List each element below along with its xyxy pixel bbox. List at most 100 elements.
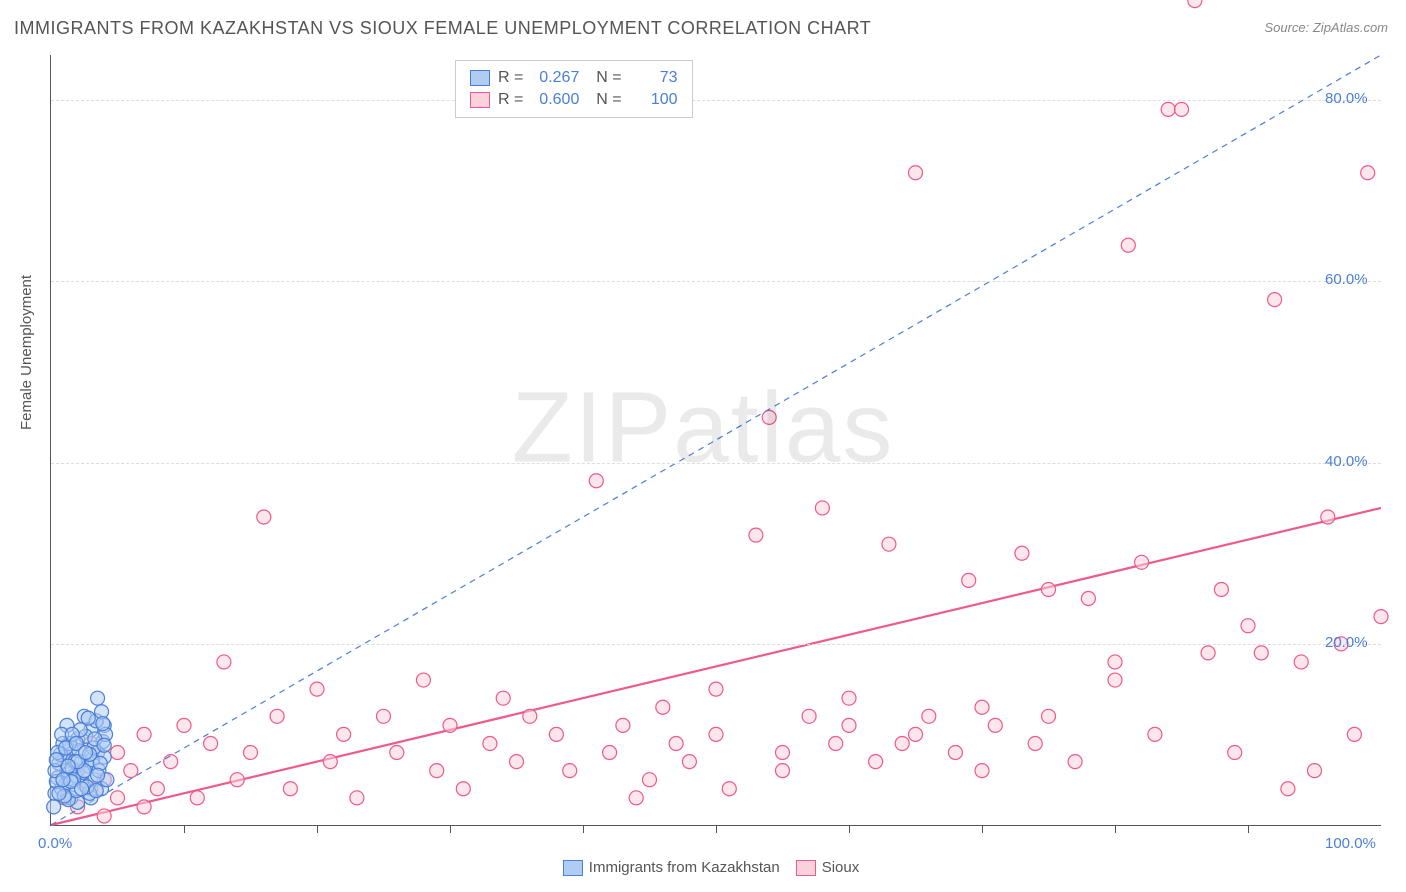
chart-svg: [51, 55, 1381, 825]
data-point: [204, 736, 218, 750]
data-point: [61, 759, 75, 773]
data-point: [682, 755, 696, 769]
data-point: [97, 738, 111, 752]
data-point: [802, 709, 816, 723]
data-point: [390, 746, 404, 760]
data-point: [1042, 709, 1056, 723]
data-point: [722, 782, 736, 796]
data-point: [456, 782, 470, 796]
x-tick: [1248, 825, 1249, 833]
data-point: [842, 691, 856, 705]
data-point: [1268, 293, 1282, 307]
data-point: [842, 718, 856, 732]
data-point: [776, 746, 790, 760]
data-point: [975, 700, 989, 714]
data-point: [643, 773, 657, 787]
data-point: [948, 746, 962, 760]
n-value: 100: [630, 89, 678, 111]
r-value: 0.600: [531, 89, 579, 111]
data-point: [137, 800, 151, 814]
data-point: [882, 537, 896, 551]
data-point: [1281, 782, 1295, 796]
x-tick: [982, 825, 983, 833]
data-point: [1321, 510, 1335, 524]
data-point: [1161, 102, 1175, 116]
data-point: [75, 782, 89, 796]
data-point: [111, 791, 125, 805]
data-point: [563, 764, 577, 778]
chart-title: IMMIGRANTS FROM KAZAKHSTAN VS SIOUX FEMA…: [14, 18, 871, 39]
data-point: [52, 786, 66, 800]
data-point: [1308, 764, 1322, 778]
data-point: [829, 736, 843, 750]
legend-swatch: [470, 92, 490, 108]
legend-swatch: [470, 70, 490, 86]
data-point: [177, 718, 191, 732]
trend-line: [51, 55, 1381, 825]
data-point: [749, 528, 763, 542]
data-point: [975, 764, 989, 778]
data-point: [589, 474, 603, 488]
data-point: [603, 746, 617, 760]
data-point: [91, 768, 105, 782]
data-point: [762, 410, 776, 424]
y-tick-label: 20.0%: [1325, 634, 1368, 651]
data-point: [56, 773, 70, 787]
data-point: [909, 166, 923, 180]
data-point: [709, 727, 723, 741]
trend-line: [51, 508, 1381, 825]
legend-label: Sioux: [822, 859, 860, 876]
gridline: [51, 100, 1381, 101]
x-tick: [317, 825, 318, 833]
data-point: [337, 727, 351, 741]
data-point: [1347, 727, 1361, 741]
data-point: [496, 691, 510, 705]
data-point: [922, 709, 936, 723]
data-point: [1081, 592, 1095, 606]
data-point: [79, 746, 93, 760]
data-point: [257, 510, 271, 524]
y-tick-label: 80.0%: [1325, 90, 1368, 107]
data-point: [1294, 655, 1308, 669]
data-point: [96, 717, 110, 731]
y-tick-label: 60.0%: [1325, 271, 1368, 288]
n-label: N =: [587, 67, 621, 89]
data-point: [1228, 746, 1242, 760]
x-tick: [184, 825, 185, 833]
data-point: [443, 718, 457, 732]
data-point: [217, 655, 231, 669]
data-point: [1121, 238, 1135, 252]
data-point: [909, 727, 923, 741]
x-tick: [716, 825, 717, 833]
r-label: R =: [498, 89, 523, 111]
data-point: [709, 682, 723, 696]
data-point: [1068, 755, 1082, 769]
x-min-label: 0.0%: [38, 835, 72, 852]
data-point: [230, 773, 244, 787]
data-point: [616, 718, 630, 732]
data-point: [523, 709, 537, 723]
legend-row: R =0.267 N =73: [470, 67, 678, 89]
data-point: [150, 782, 164, 796]
data-point: [377, 709, 391, 723]
data-point: [869, 755, 883, 769]
data-point: [97, 809, 111, 823]
data-point: [815, 501, 829, 515]
data-point: [1201, 646, 1215, 660]
legend-swatch: [563, 860, 583, 876]
data-point: [244, 746, 258, 760]
data-point: [895, 736, 909, 750]
data-point: [310, 682, 324, 696]
data-point: [1042, 582, 1056, 596]
data-point: [350, 791, 364, 805]
r-value: 0.267: [531, 67, 579, 89]
data-point: [1188, 0, 1202, 8]
y-tick-label: 40.0%: [1325, 453, 1368, 470]
data-point: [111, 746, 125, 760]
data-point: [430, 764, 444, 778]
x-tick: [849, 825, 850, 833]
legend-row: R =0.600 N =100: [470, 89, 678, 111]
x-max-label: 100.0%: [1325, 835, 1376, 852]
data-point: [1361, 166, 1375, 180]
data-point: [1148, 727, 1162, 741]
